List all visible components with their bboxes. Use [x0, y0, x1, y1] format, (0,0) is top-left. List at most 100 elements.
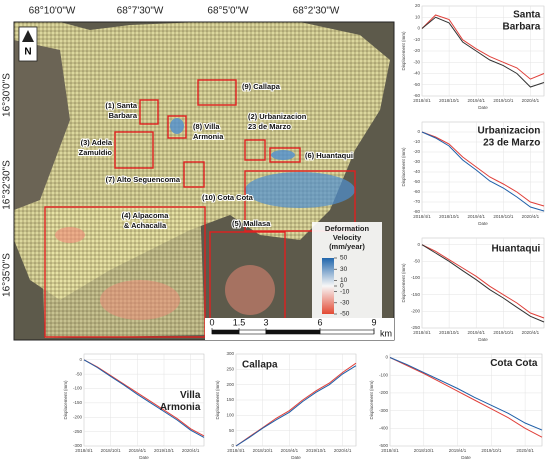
x-tick-label: 2018/10/1 [439, 214, 460, 219]
y-tick-label: -20 [413, 149, 420, 154]
y-tick-label: -50 [75, 371, 82, 376]
series-line [83, 359, 205, 437]
region-label: Barbara [109, 111, 138, 120]
y-axis-label: Displacement (mm) [401, 263, 406, 303]
chart-title: Barbara [503, 22, 541, 33]
legend-tick-label: 0 [340, 283, 344, 290]
x-tick-label: 2018/10/1 [253, 448, 274, 453]
y-axis-label: Displacement (mm) [63, 380, 68, 420]
region-box [269, 147, 301, 163]
region-label: (6) Huantaqui [305, 151, 353, 160]
x-tick-label: 2018/10/1 [439, 98, 460, 103]
x-tick-label: 2019/4/1 [129, 448, 147, 453]
legend-title: (mm/year) [329, 242, 365, 251]
north-arrow-head [22, 30, 34, 42]
x-tick-label: 2018/4/1 [227, 448, 245, 453]
scale-unit: km [380, 328, 392, 338]
y-tick-label: 20 [415, 3, 421, 8]
legend-title: Deformation [325, 224, 370, 233]
region-box [244, 139, 266, 161]
y-tick-label: -400 [379, 425, 389, 430]
region-box [167, 115, 187, 139]
x-tick-label: 2020/4/1 [522, 98, 540, 103]
scale-label: 1.5 [233, 317, 246, 327]
region-box [44, 206, 206, 338]
region-label: Zamuldio [79, 148, 113, 157]
region-label: Armonia [193, 132, 224, 141]
longitude-label: 68°7'30"W [117, 6, 164, 17]
chart-title: Huantaqui [491, 243, 540, 254]
longitude-label: 68°2'30"W [293, 6, 340, 17]
plot-area [83, 353, 205, 447]
y-tick-label: -500 [379, 443, 389, 448]
x-tick-label: 2020/4/1 [334, 448, 352, 453]
x-tick-label: 2019/4/1 [467, 214, 485, 219]
x-tick-label: 2019/10/1 [493, 98, 514, 103]
scale-label: 3 [263, 317, 268, 327]
y-tick-label: 200 [226, 382, 234, 387]
y-tick-label: 0 [79, 357, 82, 362]
y-tick-label: -300 [379, 408, 389, 413]
x-tick-label: 2019/4/1 [281, 448, 299, 453]
x-axis-label: Date [291, 455, 301, 460]
y-tick-label: -50 [413, 82, 420, 87]
series-line [421, 16, 545, 88]
y-tick-label: 300 [226, 351, 234, 356]
series-line [389, 357, 543, 431]
x-tick-label: 2018/10/1 [439, 330, 460, 335]
region-label: (2) Urbanizacion [248, 112, 307, 121]
chart-title: Urbanizacion [478, 126, 541, 137]
scale-label: 9 [371, 317, 376, 327]
x-tick-label: 2018/10/1 [414, 448, 435, 453]
x-tick-label: 2020/4/1 [522, 330, 540, 335]
y-tick-label: -150 [73, 400, 83, 405]
region-label: (7) Alto Seguencoma [106, 175, 181, 184]
color-bar [322, 258, 334, 314]
region-box [183, 161, 205, 188]
chart-title: Santa [513, 10, 541, 21]
uplift-area [245, 172, 355, 208]
series-line [235, 365, 357, 447]
chart-title: Cota Cota [490, 358, 538, 369]
series-line [421, 131, 545, 212]
x-tick-label: 2018/10/1 [101, 448, 122, 453]
series-line [421, 14, 545, 80]
y-axis-label: Displacement (mm) [401, 147, 406, 187]
latitude-label: 16°35'0"S [2, 253, 13, 297]
chart-title: Armonia [160, 402, 201, 413]
y-tick-label: -60 [413, 93, 420, 98]
scale-segment [211, 329, 240, 335]
legend-tick-label: 10 [340, 277, 348, 284]
y-tick-label: -250 [411, 325, 421, 330]
series-line [389, 357, 543, 438]
x-axis-label: Date [478, 337, 488, 342]
y-tick-label: 10 [415, 14, 421, 19]
region-label: & Achacalla [124, 221, 167, 230]
y-tick-label: 50 [229, 428, 235, 433]
region-box [244, 170, 356, 232]
y-tick-label: -60 [413, 189, 420, 194]
x-tick-label: 2018/4/1 [381, 448, 399, 453]
y-tick-label: -100 [411, 275, 421, 280]
x-tick-label: 2018/4/1 [413, 98, 431, 103]
scale-segment [319, 329, 375, 335]
legend-tick-label: -10 [340, 288, 350, 295]
y-tick-label: -200 [73, 414, 83, 419]
y-tick-label: -50 [413, 179, 420, 184]
region-label: (5) Mallasa [232, 219, 271, 228]
y-tick-label: 0 [231, 443, 234, 448]
region-box [139, 99, 159, 125]
y-tick-label: 0 [417, 242, 420, 247]
latitude-label: 16°30'0"S [2, 73, 13, 117]
y-tick-label: 100 [226, 413, 234, 418]
latitude-label: 16°32'30"S [2, 160, 13, 210]
y-tick-label: -30 [413, 159, 420, 164]
y-tick-label: -80 [413, 209, 420, 214]
urban-area [40, 205, 205, 338]
region-box [197, 79, 237, 106]
x-tick-label: 2019/4/1 [449, 448, 467, 453]
region-box [114, 131, 154, 169]
region-label: (9) Callapa [242, 82, 281, 91]
x-tick-label: 2019/10/1 [154, 448, 175, 453]
x-tick-label: 2018/4/1 [413, 330, 431, 335]
